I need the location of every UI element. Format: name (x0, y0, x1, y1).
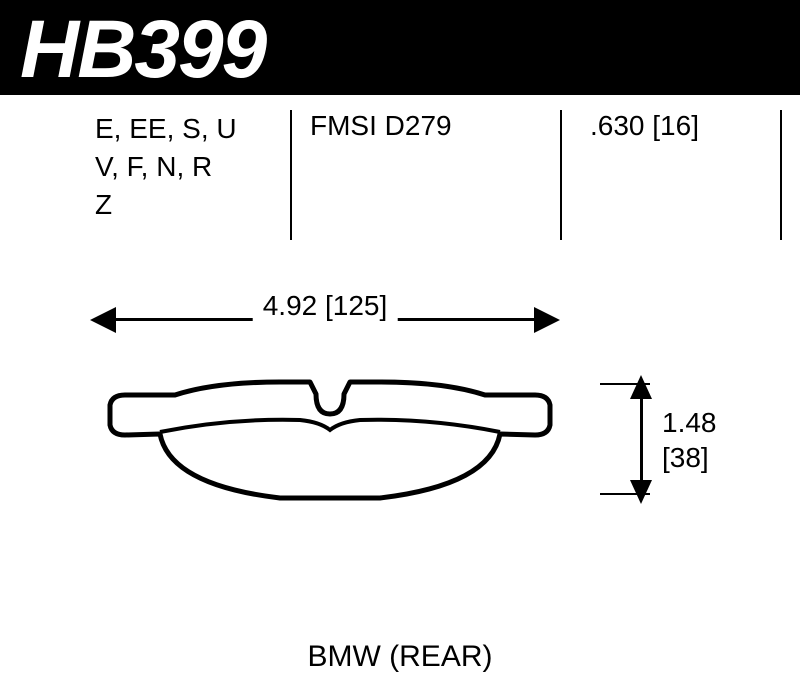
arrow-right-icon (534, 307, 560, 333)
compounds-list: E, EE, S, U V, F, N, R Z (95, 110, 280, 223)
divider-line (290, 110, 292, 240)
compounds-line: V, F, N, R (95, 148, 280, 186)
arrow-down-icon (630, 480, 652, 504)
height-mm: [38] (662, 440, 717, 475)
width-dimension-label: 4.92 [125] (253, 290, 398, 322)
width-dimension: 4.92 [125] (90, 300, 560, 340)
compounds-line: Z (95, 186, 280, 224)
height-dimension-label: 1.48 [38] (662, 405, 717, 475)
fmsi-code: FMSI D279 (310, 110, 452, 142)
brake-pad-diagram: 4.92 [125] 1.48 [38] (0, 260, 800, 640)
brake-pad-outline (80, 370, 580, 530)
divider-line (780, 110, 782, 240)
height-inches: 1.48 (662, 405, 717, 440)
dimension-line (640, 395, 643, 483)
extension-line (600, 493, 650, 495)
part-number: HB399 (20, 3, 265, 97)
compounds-line: E, EE, S, U (95, 110, 280, 148)
height-dimension: 1.48 [38] (600, 365, 750, 515)
info-row: E, EE, S, U V, F, N, R Z FMSI D279 .630 … (0, 110, 800, 250)
application-label: BMW (REAR) (0, 640, 800, 674)
divider-line (560, 110, 562, 240)
thickness-value: .630 [16] (590, 110, 699, 142)
